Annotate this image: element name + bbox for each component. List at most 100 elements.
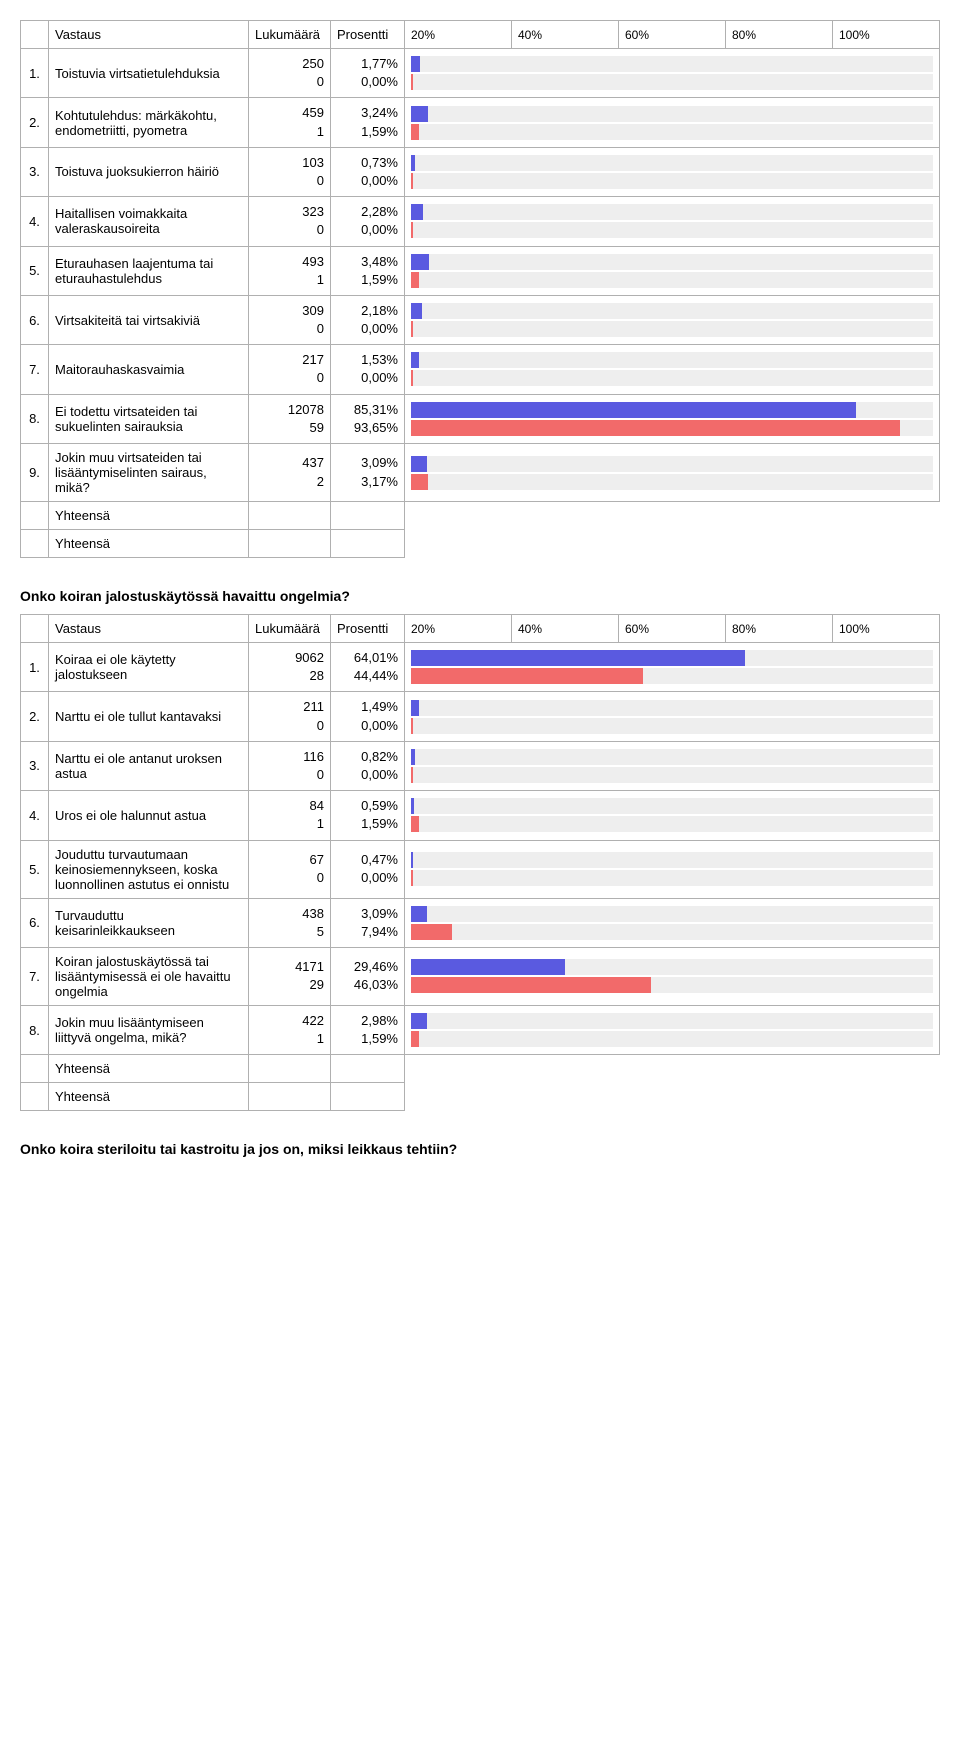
- bar-track-a: [411, 56, 933, 72]
- bar-b: [411, 870, 413, 886]
- row-counts: 1030: [249, 147, 331, 196]
- table-row: 6.Virtsakiteitä tai virtsakiviä30902,18%…: [21, 295, 940, 344]
- row-number: 7.: [21, 345, 49, 394]
- row-label: Jouduttu turvautumaan keinosiemennykseen…: [49, 840, 249, 898]
- bar-track-b: [411, 173, 933, 189]
- total-percent: [331, 530, 405, 558]
- bar-b: [411, 977, 651, 993]
- row-label: Narttu ei ole antanut uroksen astua: [49, 741, 249, 790]
- row-label: Toistuva juoksukierron häiriö: [49, 147, 249, 196]
- row-bars: [405, 49, 940, 98]
- bar-track-b: [411, 222, 933, 238]
- bar-b: [411, 474, 428, 490]
- row-number: 3.: [21, 147, 49, 196]
- row-number: 2.: [21, 692, 49, 741]
- bar-track-a: [411, 1013, 933, 1029]
- bar-track-a: [411, 749, 933, 765]
- row-counts: 4385: [249, 898, 331, 947]
- table-row: 1.Toistuvia virtsatietulehduksia25001,77…: [21, 49, 940, 98]
- header-count: Lukumäärä: [249, 615, 331, 643]
- header-tick-60: 60%: [619, 21, 726, 49]
- row-number: 1.: [21, 49, 49, 98]
- table-row: 2.Narttu ei ole tullut kantavaksi21101,4…: [21, 692, 940, 741]
- bar-b: [411, 124, 419, 140]
- bar-track-a: [411, 959, 933, 975]
- total-label: Yhteensä: [49, 530, 249, 558]
- row-counts: 2500: [249, 49, 331, 98]
- table-row: 7.Koiran jalostuskäytössä tai lisääntymi…: [21, 947, 940, 1005]
- header-tick-100: 100%: [833, 615, 940, 643]
- bar-track-a: [411, 204, 933, 220]
- bar-a: [411, 204, 423, 220]
- total-count: [249, 1083, 331, 1111]
- header-tick-80: 80%: [726, 21, 833, 49]
- total-blank: [21, 1055, 49, 1083]
- bar-b: [411, 767, 413, 783]
- bar-b: [411, 272, 419, 288]
- bar-track-a: [411, 106, 933, 122]
- table-row: 5.Eturauhasen laajentuma tai eturauhastu…: [21, 246, 940, 295]
- row-label: Narttu ei ole tullut kantavaksi: [49, 692, 249, 741]
- bar-b: [411, 173, 413, 189]
- row-percents: 0,59%1,59%: [331, 791, 405, 840]
- row-number: 5.: [21, 246, 49, 295]
- table-row: 3.Toistuva juoksukierron häiriö10300,73%…: [21, 147, 940, 196]
- row-label: Turvauduttu keisarinleikkaukseen: [49, 898, 249, 947]
- total-bars-blank: [405, 1055, 940, 1111]
- header-blank: [21, 615, 49, 643]
- bar-a: [411, 56, 420, 72]
- bar-b: [411, 420, 900, 436]
- bar-track-a: [411, 254, 933, 270]
- row-percents: 3,09%7,94%: [331, 898, 405, 947]
- bar-a: [411, 402, 856, 418]
- header-percent: Prosentti: [331, 615, 405, 643]
- footer-question: Onko koira steriloitu tai kastroitu ja j…: [20, 1141, 940, 1157]
- row-percents: 1,49%0,00%: [331, 692, 405, 741]
- table-row: 4.Uros ei ole halunnut astua8410,59%1,59…: [21, 791, 940, 840]
- row-label: Jokin muu lisääntymiseen liittyvä ongelm…: [49, 1005, 249, 1054]
- row-percents: 3,24%1,59%: [331, 98, 405, 147]
- bar-a: [411, 749, 415, 765]
- bar-a: [411, 798, 414, 814]
- row-percents: 0,82%0,00%: [331, 741, 405, 790]
- bar-track-b: [411, 668, 933, 684]
- bar-a: [411, 352, 419, 368]
- row-counts: 841: [249, 791, 331, 840]
- row-counts: 417129: [249, 947, 331, 1005]
- header-percent: Prosentti: [331, 21, 405, 49]
- bar-a: [411, 106, 428, 122]
- row-number: 8.: [21, 1005, 49, 1054]
- bar-b: [411, 370, 413, 386]
- table-row: 1.Koiraa ei ole käytetty jalostukseen906…: [21, 643, 940, 692]
- bar-track-a: [411, 798, 933, 814]
- row-percents: 0,73%0,00%: [331, 147, 405, 196]
- table-row: 3.Narttu ei ole antanut uroksen astua116…: [21, 741, 940, 790]
- bar-b: [411, 222, 413, 238]
- bar-b: [411, 1031, 419, 1047]
- row-counts: 4221: [249, 1005, 331, 1054]
- header-tick-60: 60%: [619, 615, 726, 643]
- bar-b: [411, 321, 413, 337]
- row-counts: 670: [249, 840, 331, 898]
- row-number: 4.: [21, 791, 49, 840]
- row-label: Kohtutulehdus: märkäkohtu, endometriitti…: [49, 98, 249, 147]
- row-bars: [405, 147, 940, 196]
- bar-track-b: [411, 321, 933, 337]
- row-bars: [405, 295, 940, 344]
- row-percents: 0,47%0,00%: [331, 840, 405, 898]
- bar-a: [411, 254, 429, 270]
- row-bars: [405, 791, 940, 840]
- table-row: 8.Jokin muu lisääntymiseen liittyvä onge…: [21, 1005, 940, 1054]
- bar-track-b: [411, 124, 933, 140]
- row-number: 4.: [21, 197, 49, 246]
- bar-track-a: [411, 155, 933, 171]
- row-percents: 2,98%1,59%: [331, 1005, 405, 1054]
- bar-track-a: [411, 852, 933, 868]
- row-counts: 1207859: [249, 394, 331, 443]
- row-percents: 3,09%3,17%: [331, 444, 405, 502]
- bar-b: [411, 924, 452, 940]
- table-row: 6.Turvauduttu keisarinleikkaukseen43853,…: [21, 898, 940, 947]
- row-counts: 1160: [249, 741, 331, 790]
- header-tick-40: 40%: [512, 615, 619, 643]
- row-label: Koiran jalostuskäytössä tai lisääntymise…: [49, 947, 249, 1005]
